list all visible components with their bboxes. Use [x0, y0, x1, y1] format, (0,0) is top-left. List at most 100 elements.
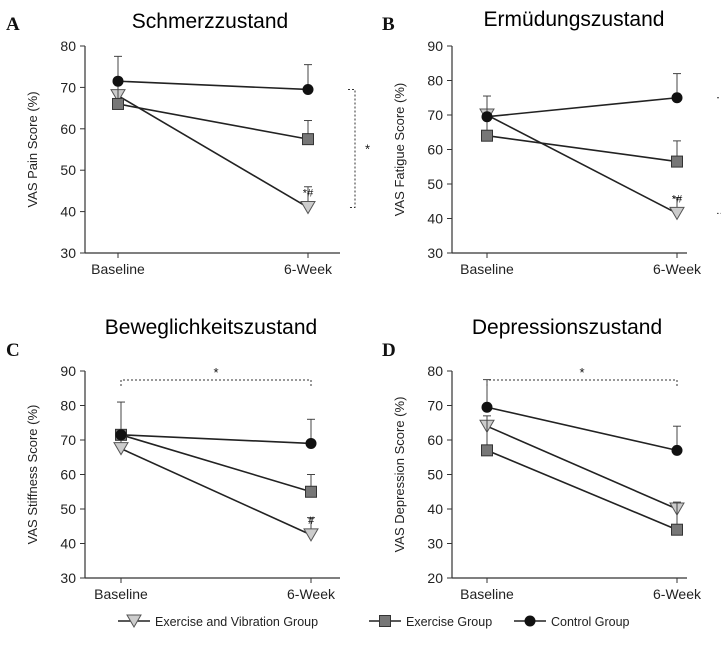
series-triangle [479, 419, 685, 516]
y-tick-label: 50 [60, 501, 76, 517]
x-tick-label: Baseline [91, 261, 145, 277]
data-point [305, 485, 317, 498]
data-point [481, 111, 493, 123]
series-square [481, 117, 683, 168]
data-point [302, 83, 314, 95]
x-tick-label: 6-Week [284, 261, 333, 277]
significance-star: * [365, 141, 370, 156]
chart-panel-c: C Beweglichkeitszustand 30 40 50 60 70 80 90 Base… [6, 316, 340, 602]
chart-panel-d: D Depressionszustand 20 30 40 50 60 70 80 Baselin… [382, 316, 702, 602]
y-tick-label: 40 [60, 536, 76, 552]
y-tick-label: 20 [427, 570, 443, 586]
panel-letter: A [6, 14, 20, 35]
y-tick-label: 70 [60, 432, 76, 448]
series-line [486, 114, 678, 215]
series-line [120, 434, 312, 445]
chart-title: Depressionszustand [472, 316, 662, 339]
series-triangle: *# [479, 108, 685, 221]
series-triangle: # [113, 436, 319, 542]
series-line [486, 425, 678, 510]
y-tick-label: 70 [60, 79, 76, 95]
y-axis-label: VAS Stiffness Score (%) [25, 405, 40, 545]
data-point [671, 92, 683, 104]
series-line [486, 134, 678, 163]
y-tick-label: 70 [427, 398, 443, 414]
data-point [671, 155, 683, 168]
data-point [300, 200, 316, 215]
chart-panels: A Schmerzzustand 30 40 50 60 70 80 Baseline 6-Wee… [6, 8, 721, 602]
data-point [303, 528, 319, 542]
y-tick-label: 40 [427, 501, 443, 517]
panel-letter: C [6, 340, 20, 361]
y-tick-label: 70 [427, 107, 443, 123]
x-tick-label: 6-Week [653, 586, 702, 602]
y-tick-label: 40 [427, 211, 443, 227]
chart-title: Beweglichkeitszustand [105, 316, 317, 339]
data-point [671, 523, 683, 536]
series-line [486, 96, 678, 118]
series-square [481, 415, 683, 536]
data-point [112, 75, 124, 87]
series-line [486, 406, 678, 452]
legend-marker-triangle [126, 614, 142, 628]
legend-label: Control Group [551, 615, 630, 629]
legend-marker-square [379, 615, 391, 627]
data-point [112, 97, 124, 110]
chart-title: Schmerzzustand [132, 10, 288, 33]
data-point [481, 444, 493, 457]
y-tick-label: 30 [427, 245, 443, 261]
y-axis-label: VAS Fatigue Score (%) [392, 83, 407, 216]
series-line [117, 94, 309, 209]
data-point [671, 444, 683, 456]
y-tick-label: 40 [60, 204, 76, 220]
y-tick-label: 50 [60, 162, 76, 178]
legend-marker-circle [524, 615, 536, 627]
panel-letter: D [382, 340, 396, 361]
series-circle [112, 55, 314, 95]
data-point [305, 437, 317, 449]
y-tick-label: 50 [427, 467, 443, 483]
significance-bracket [348, 88, 356, 208]
data-point [481, 401, 493, 413]
data-point [113, 442, 129, 456]
x-tick-label: Baseline [460, 586, 514, 602]
series-line [486, 449, 678, 531]
legend-item: Exercise Group [369, 615, 492, 629]
chart-title: Ermüdungszustand [484, 8, 665, 31]
significance-star: * [213, 365, 218, 380]
chart-panel-a: A Schmerzzustand 30 40 50 60 70 80 Baseline 6-Wee… [6, 10, 370, 277]
legend-label: Exercise Group [406, 615, 492, 629]
y-tick-label: 90 [60, 363, 76, 379]
y-tick-label: 90 [427, 38, 443, 54]
y-tick-label: 60 [427, 432, 443, 448]
series-line [117, 80, 309, 91]
x-tick-label: 6-Week [287, 586, 336, 602]
y-tick-label: 30 [60, 570, 76, 586]
y-tick-label: 80 [60, 398, 76, 414]
legend-item: Exercise and Vibration Group [118, 614, 318, 629]
y-tick-label: 80 [60, 38, 76, 54]
significance-bracket [486, 379, 678, 386]
x-tick-label: Baseline [460, 261, 514, 277]
y-tick-label: 30 [427, 536, 443, 552]
legend: Exercise and Vibration Group Exercise Gro… [118, 614, 630, 629]
series-line [117, 103, 309, 140]
panel-letter: B [382, 14, 395, 35]
series-circle [481, 379, 683, 456]
series-line [120, 447, 312, 536]
significance-annotation: *# [672, 193, 683, 205]
x-tick-label: 6-Week [653, 261, 702, 277]
significance-annotation: # [308, 515, 315, 527]
series-line [120, 434, 312, 493]
y-tick-label: 60 [427, 142, 443, 158]
series-circle [115, 401, 317, 449]
legend-label: Exercise and Vibration Group [155, 615, 318, 629]
chart-panel-b: B Ermüdungszustand 30 40 50 60 70 80 90 Baseline 6… [382, 8, 721, 277]
y-tick-label: 50 [427, 176, 443, 192]
legend-item: Control Group [514, 615, 630, 629]
data-point [115, 429, 127, 441]
y-axis-label: VAS Pain Score (%) [25, 91, 40, 207]
y-tick-label: 60 [60, 121, 76, 137]
data-point [669, 206, 685, 221]
